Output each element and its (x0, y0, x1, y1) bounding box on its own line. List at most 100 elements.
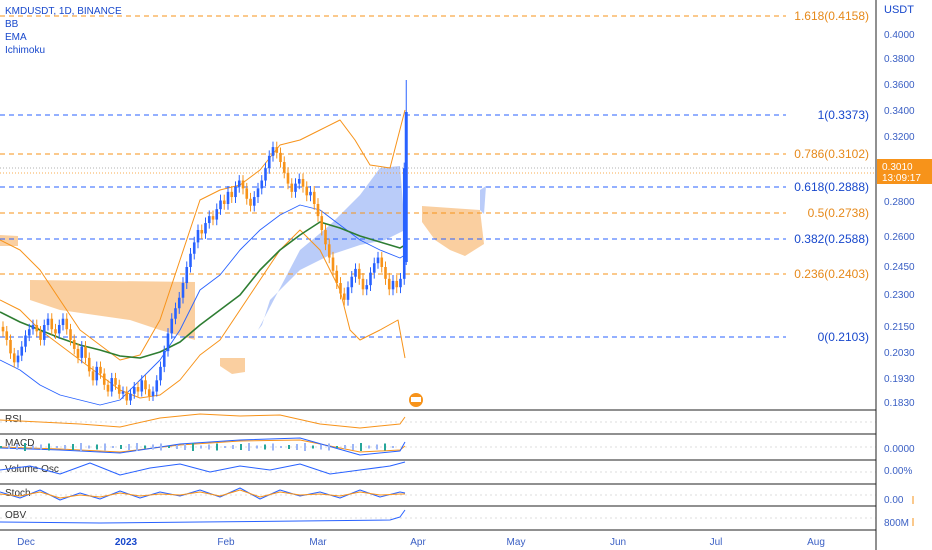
symbol-title[interactable]: KMDUSDT, 1D, BINANCE (5, 6, 122, 17)
macd-histogram-bar (352, 444, 354, 450)
candles[interactable] (1, 80, 408, 405)
candle-body (140, 380, 144, 392)
macd-histogram-bar (64, 445, 66, 449)
candle-body (189, 253, 192, 267)
candle-body (106, 384, 110, 392)
time-tick: May (507, 537, 526, 548)
candle-body (402, 168, 406, 279)
candle-body (252, 197, 256, 206)
candle-body (312, 191, 316, 204)
event-flag-icon (409, 393, 423, 407)
candle-body (42, 325, 46, 340)
candle-body (155, 380, 159, 392)
candle-body (211, 216, 215, 220)
candle-body (256, 188, 260, 198)
obv-line (0, 509, 406, 524)
candle-body (95, 366, 99, 381)
candle-body (162, 351, 166, 367)
macd-histogram-bar (192, 443, 194, 451)
candle-body (65, 318, 69, 330)
cloud-segment (0, 235, 18, 246)
macd-histogram-bar (168, 446, 170, 448)
candle-body (9, 339, 12, 354)
pane-title-4: OBV (5, 510, 26, 521)
macd-histogram-bar (224, 446, 226, 448)
indicator-panes: RSI MACD Volume Osc Stoch OBV (0, 409, 876, 531)
macd-histogram-bar (152, 444, 154, 450)
price-axis[interactable]: USDT 0.4000 0.3800 0.3600 0.3400 0.3200 0.2800… (875, 0, 932, 550)
candle-body (275, 147, 279, 153)
macd-histogram-bar (136, 443, 138, 451)
candle-body (354, 268, 357, 277)
candle-body (207, 216, 211, 224)
candle-body (35, 325, 39, 332)
macd-histogram-bar (16, 444, 18, 450)
fib-label: 1.618(0.4158) (794, 9, 869, 23)
macd-histogram-bar (240, 444, 242, 450)
candle-body (110, 378, 114, 392)
time-tick: Mar (309, 537, 327, 548)
macd-histogram-bar (320, 444, 322, 450)
cloud-segment (480, 186, 486, 214)
macd-histogram-bar (312, 445, 314, 449)
macd-histogram-bar (304, 443, 306, 451)
candle-body (125, 391, 129, 401)
price-tick: 0.4000 (884, 30, 915, 41)
macd-histogram-bar (144, 445, 146, 449)
macd-histogram-bar (264, 444, 266, 450)
fib-label: 0(0.2103) (818, 330, 869, 344)
candle-body (24, 335, 27, 347)
macd-histogram-bar (384, 443, 386, 451)
rsi-line (0, 413, 406, 429)
candle-body (350, 276, 354, 288)
current-price-value: 0.3010 (882, 162, 913, 173)
candle-body (230, 191, 234, 198)
candle-body (245, 188, 249, 199)
candle-body (57, 325, 61, 334)
macd-histogram-bar (56, 446, 58, 448)
pane-title-0: RSI (5, 414, 22, 425)
time-tick: Jul (710, 537, 723, 548)
cloud-segment (422, 206, 484, 256)
time-tick: Jun (610, 537, 626, 548)
price-tick: 0.2030 (884, 348, 915, 359)
candle-body (372, 263, 376, 273)
candle-body (27, 329, 31, 336)
candle-body (114, 378, 117, 385)
candle-body (384, 267, 387, 279)
candle-body (84, 346, 87, 358)
indicator-ema-label[interactable]: EMA (5, 32, 27, 43)
candle-body (301, 178, 305, 187)
candle-body (282, 162, 286, 173)
price-tick: 0.2600 (884, 232, 915, 243)
price-tick: 0.2150 (884, 322, 915, 333)
fib-labels: 1.618(0.4158) 1(0.3373) 0.786(0.3102) 0.618… (409, 9, 869, 407)
indicator-bb-label[interactable]: BB (5, 19, 19, 30)
candle-body (324, 229, 327, 245)
price-tick: 0.3400 (884, 106, 915, 117)
candle-body (294, 183, 297, 192)
fib-label: 0.236(0.2403) (794, 267, 869, 281)
candle-body (237, 180, 241, 187)
macd-histogram-bar (176, 445, 178, 449)
macd-histogram-bar (88, 445, 90, 449)
horizontal-lines (0, 15, 876, 338)
candle-body (215, 209, 219, 220)
macd-histogram-bar (232, 445, 234, 449)
candle-body (91, 371, 95, 381)
time-axis[interactable]: Dec 2023 Feb Mar Apr May Jun Jul Aug (17, 537, 825, 548)
candle-body (181, 283, 185, 298)
candle-body (69, 329, 72, 340)
cloud-segment (220, 358, 245, 374)
candle-body (219, 200, 222, 210)
candle-body (159, 366, 162, 381)
macd-histogram-bar (296, 444, 298, 450)
ichimoku-cloud (0, 166, 486, 374)
indicator-ichimoku-label[interactable]: Ichimoku (5, 45, 46, 56)
candle-body (342, 293, 346, 300)
candle-body (174, 308, 177, 319)
stoch-d (0, 489, 405, 499)
price-tick: 0.3200 (884, 132, 915, 143)
candle-body (200, 229, 204, 234)
